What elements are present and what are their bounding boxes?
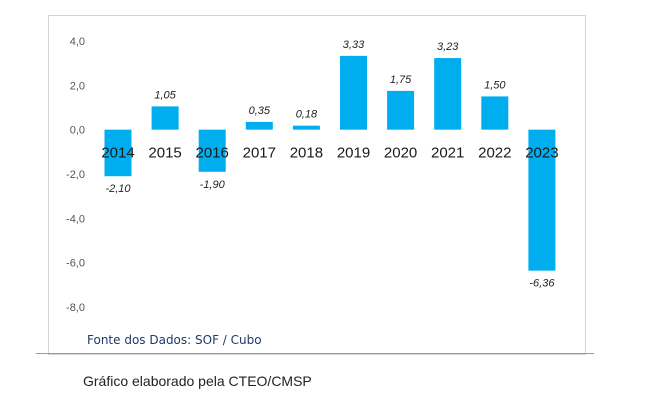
y-axis-ticks: 4,0 2,0 0,0 -2,0 -4,0 -6,0 -8,0: [66, 36, 85, 314]
chart-frame: [48, 15, 586, 355]
y-tick-label: -2,0: [66, 169, 85, 181]
bar-2016: [198, 129, 226, 172]
data-label: 0,35: [249, 105, 271, 117]
data-label: 1,50: [484, 79, 506, 91]
y-tick-label: -8,0: [66, 302, 85, 314]
bar-2014: [104, 129, 132, 177]
y-tick-label: 0,0: [70, 125, 85, 137]
x-tick-label: 2023: [525, 145, 558, 162]
data-label: 3,23: [437, 41, 459, 53]
x-tick-label: 2022: [478, 145, 511, 162]
data-source-note: Fonte dos Dados: SOF / Cubo: [87, 333, 262, 347]
value-labels: -2,10 1,05 -1,90 0,35 0,18 3,33 1,75 3,23 1,50 -6…: [105, 39, 555, 290]
data-label: -1,90: [200, 179, 226, 191]
data-label: -6,36: [529, 278, 555, 290]
bar-2023: [528, 129, 556, 271]
y-tick-label: 2,0: [70, 80, 85, 92]
data-label: 3,33: [343, 39, 365, 51]
x-tick-label: 2019: [337, 145, 370, 162]
figure-caption: Gráfico elaborado pela CTEO/CMSP: [83, 373, 312, 389]
y-tick-label: -6,0: [66, 258, 85, 270]
x-tick-label: 2018: [290, 145, 323, 162]
data-label: 1,75: [390, 74, 412, 86]
x-tick-label: 2021: [431, 145, 464, 162]
x-tick-label: 2020: [384, 145, 417, 162]
bar-2021: [434, 58, 462, 130]
bar-2019: [340, 55, 367, 130]
bar-2017: [245, 121, 273, 130]
bar-2020: [387, 90, 415, 130]
bar-2018: [292, 125, 320, 130]
y-tick-label: -4,0: [66, 213, 85, 225]
data-label: -2,10: [105, 183, 131, 195]
x-tick-label: 2017: [243, 145, 276, 162]
data-label: 0,18: [296, 109, 318, 121]
y-tick-label: 4,0: [70, 36, 85, 48]
bar-2015: [151, 106, 179, 130]
divider: [36, 353, 594, 354]
x-axis-labels: 2014 2015 2016 2017 2018 2019 2020 2021 2022 2023: [101, 145, 558, 162]
bars: [104, 55, 556, 271]
x-tick-label: 2016: [196, 145, 229, 162]
data-label: 1,05: [154, 89, 176, 101]
bar-2022: [481, 96, 509, 130]
x-tick-label: 2014: [101, 145, 134, 162]
x-tick-label: 2015: [148, 145, 181, 162]
